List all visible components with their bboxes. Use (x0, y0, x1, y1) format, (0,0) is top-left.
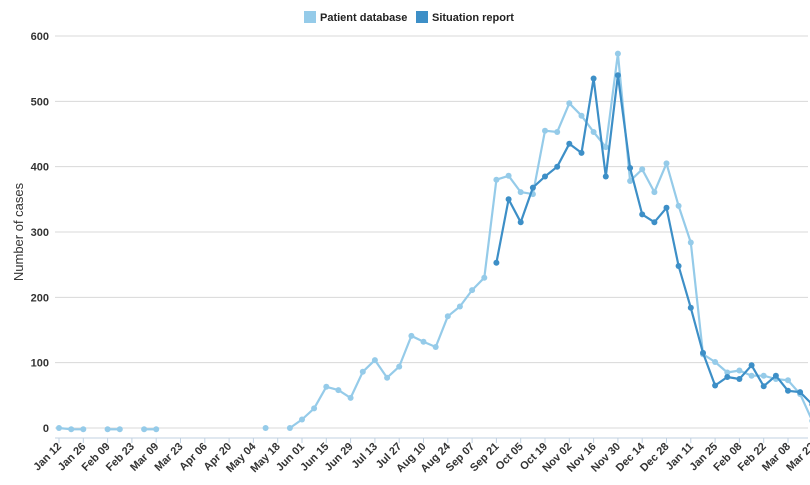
data-point[interactable] (554, 129, 561, 135)
data-point[interactable] (80, 426, 87, 433)
y-tick-label: 400 (31, 162, 49, 174)
data-point[interactable] (602, 144, 609, 151)
data-point[interactable] (153, 426, 160, 433)
series-1[interactable] (493, 72, 810, 407)
data-point[interactable] (286, 425, 293, 431)
legend-label: Situation report (432, 12, 514, 24)
data-point[interactable] (651, 189, 658, 196)
x-tick-label: Jul 13 (349, 441, 380, 472)
data-point[interactable] (141, 426, 148, 433)
data-point[interactable] (687, 239, 694, 246)
y-tick-label: 600 (31, 31, 49, 43)
data-point[interactable] (627, 178, 634, 184)
data-point[interactable] (614, 72, 621, 79)
data-point[interactable] (602, 173, 609, 180)
data-point[interactable] (456, 303, 463, 310)
data-point[interactable] (262, 425, 269, 431)
data-point[interactable] (481, 274, 488, 281)
data-point[interactable] (663, 160, 670, 167)
data-point[interactable] (335, 387, 342, 394)
series-0[interactable] (56, 50, 810, 433)
data-point[interactable] (614, 50, 621, 57)
data-point[interactable] (420, 338, 427, 345)
data-point[interactable] (578, 149, 585, 156)
legend-swatch (304, 11, 316, 23)
data-point[interactable] (505, 196, 512, 203)
data-point[interactable] (675, 202, 682, 209)
gridlines (55, 35, 808, 429)
data-point[interactable] (639, 166, 646, 173)
legend-item[interactable]: Patient database (304, 11, 407, 24)
data-point[interactable] (311, 405, 318, 412)
data-point[interactable] (639, 211, 646, 218)
data-point[interactable] (444, 313, 451, 320)
data-point[interactable] (56, 425, 62, 431)
data-point[interactable] (469, 287, 476, 294)
data-point[interactable] (359, 368, 366, 375)
data-point[interactable] (724, 369, 731, 376)
data-point[interactable] (68, 426, 75, 433)
data-point[interactable] (517, 189, 524, 196)
data-point[interactable] (396, 363, 403, 370)
series-lines (56, 50, 810, 433)
data-point[interactable] (347, 394, 354, 401)
legend[interactable]: Patient database Situation report (304, 11, 514, 24)
data-point[interactable] (748, 372, 755, 379)
data-point[interactable] (772, 372, 779, 379)
y-axis-title: Number of cases (11, 182, 26, 281)
y-axis: 0 100 200 300 400 500 600 (31, 31, 49, 435)
data-point[interactable] (797, 389, 804, 396)
data-point[interactable] (542, 127, 548, 134)
data-point[interactable] (566, 140, 573, 147)
data-point[interactable] (590, 129, 597, 135)
data-point[interactable] (590, 75, 597, 82)
series-line (495, 74, 810, 404)
data-point[interactable] (542, 173, 548, 180)
data-point[interactable] (700, 349, 706, 356)
data-point[interactable] (299, 416, 305, 423)
data-point[interactable] (651, 219, 658, 226)
data-point[interactable] (493, 259, 500, 266)
data-point[interactable] (687, 304, 694, 311)
data-point[interactable] (371, 357, 378, 364)
legend-label: Patient database (320, 12, 407, 24)
data-point[interactable] (785, 377, 791, 384)
data-point[interactable] (323, 383, 330, 390)
data-point[interactable] (554, 163, 561, 170)
data-point[interactable] (627, 165, 634, 171)
data-point[interactable] (663, 204, 670, 211)
data-point[interactable] (566, 100, 573, 107)
data-point[interactable] (384, 374, 391, 381)
data-point[interactable] (116, 426, 123, 433)
data-point[interactable] (529, 184, 536, 191)
data-point[interactable] (517, 219, 524, 226)
legend-swatch (416, 11, 428, 23)
data-point[interactable] (736, 367, 743, 374)
y-tick-label: 500 (31, 96, 49, 108)
y-tick-label: 100 (31, 358, 49, 370)
data-point[interactable] (675, 263, 682, 269)
data-point[interactable] (724, 374, 731, 380)
data-point[interactable] (104, 426, 111, 433)
data-point[interactable] (760, 372, 767, 379)
data-point[interactable] (785, 387, 791, 394)
y-tick-label: 0 (43, 423, 49, 435)
y-tick-label: 200 (31, 292, 49, 304)
data-point[interactable] (712, 359, 719, 365)
data-point[interactable] (736, 376, 743, 382)
data-point[interactable] (578, 112, 585, 119)
data-point[interactable] (712, 382, 719, 389)
data-point[interactable] (760, 383, 767, 390)
y-tick-label: 300 (31, 227, 49, 239)
data-point[interactable] (493, 176, 500, 183)
data-point[interactable] (748, 362, 755, 369)
series-line (289, 52, 810, 429)
legend-item[interactable]: Situation report (416, 11, 514, 24)
data-point[interactable] (408, 332, 415, 339)
data-point[interactable] (505, 172, 512, 179)
data-point[interactable] (432, 344, 439, 350)
